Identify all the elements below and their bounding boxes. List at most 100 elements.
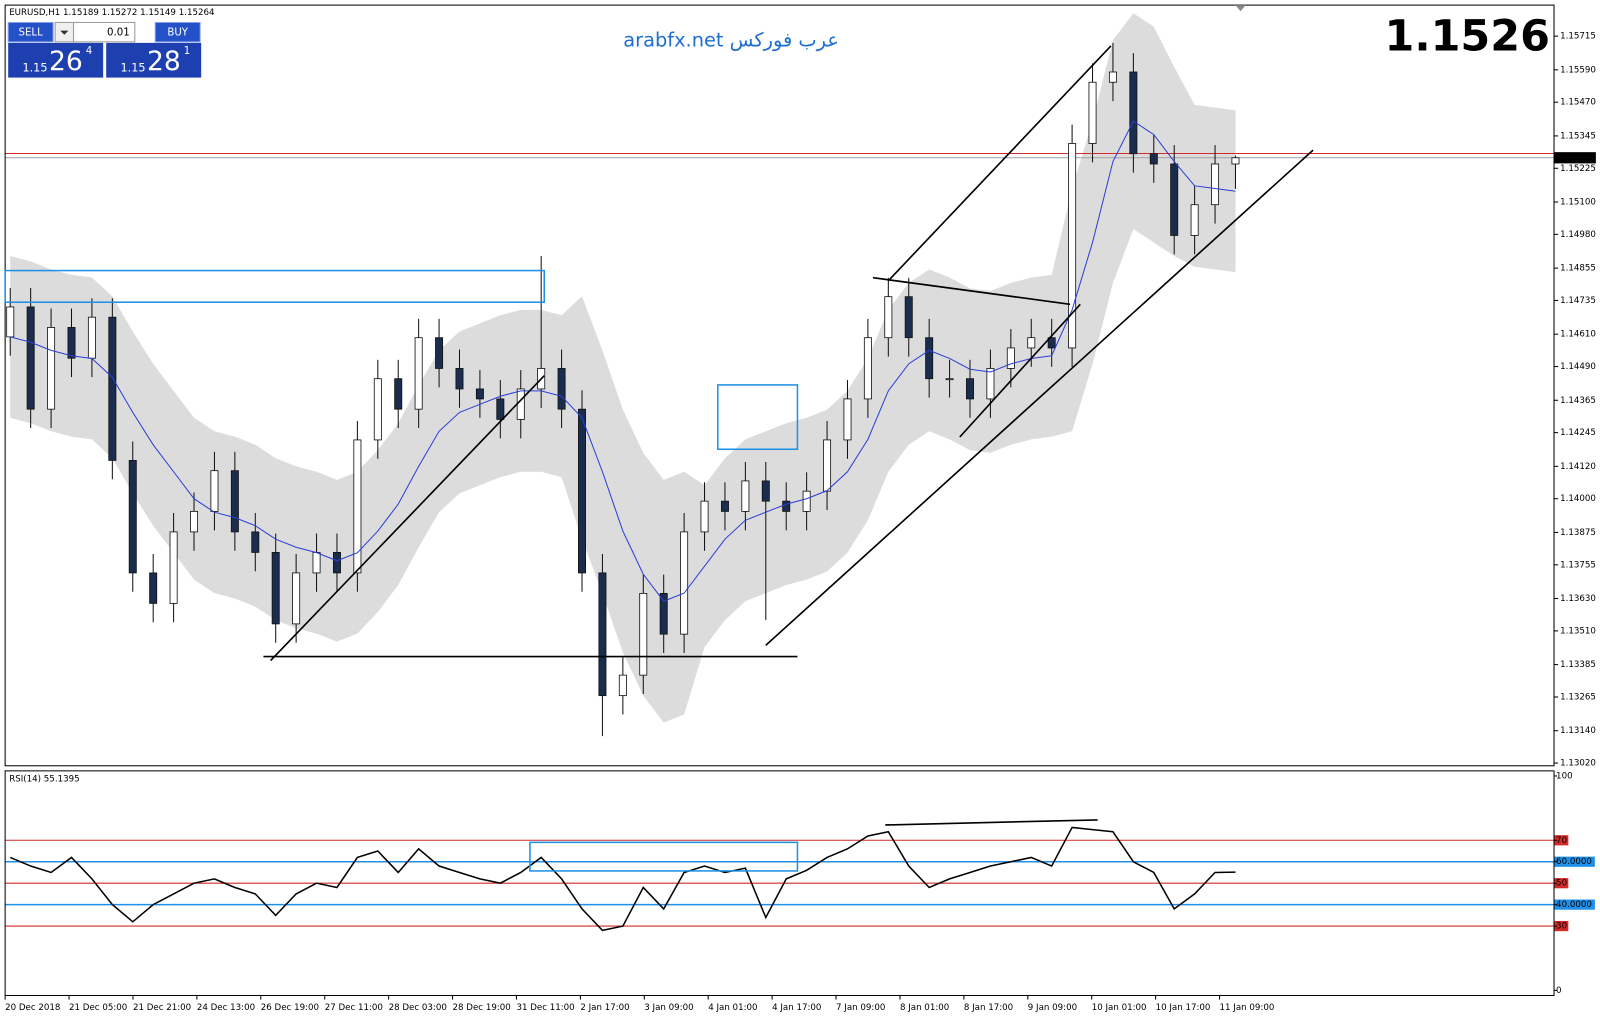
candle-body [251,531,260,553]
y-tick-label: 100 [1556,771,1573,781]
x-tick-label: 24 Dec 13:00 [197,1003,255,1013]
y-tick-label: 1.15100 [1560,198,1596,208]
level-label-box [1554,920,1569,932]
candle-body [353,439,362,574]
candle-body [128,460,137,574]
candle-body [312,551,321,574]
candle-body [578,408,586,574]
x-tick-label: 27 Dec 11:00 [325,1003,383,1013]
x-tick-label: 10 Jan 17:00 [1156,1003,1211,1013]
candle-body [618,674,627,697]
symbol-header: EURUSD,H1 1.15189 1.15272 1.15149 1.1526… [9,8,215,18]
candle-body [190,510,199,533]
sell-price-prefix: 1.15 [22,61,47,74]
buy-button[interactable] [154,21,201,43]
drawings-lines [263,45,1314,826]
y-tick-label: 1.14735 [1560,296,1596,306]
buy-price-prefix: 1.15 [121,61,146,74]
y-tick-label: 0 [1556,986,1562,996]
candle-body [1047,337,1056,349]
candle-body [414,337,423,410]
candle-body [1088,81,1097,144]
candle-body [455,368,464,390]
price-frame [4,4,1555,767]
lot-value: 0.01 [107,28,130,39]
candle-body [1190,204,1199,236]
candle-body [149,572,158,604]
rsi-zone-box [529,841,799,872]
candle-body [557,368,566,410]
y-tick-label: 1.13140 [1560,726,1596,736]
sell-label: SELL [19,28,44,39]
candle-body [169,531,178,604]
x-tick-label: 31 Dec 11:00 [516,1003,574,1013]
channel-line [887,45,1112,282]
trendline [959,303,1081,438]
lot-input[interactable] [73,21,136,43]
candle-body [904,296,913,339]
level-label-box [1554,856,1595,867]
candle-body [435,337,444,369]
buy-price-box[interactable] [106,42,202,78]
candle-body [945,378,954,381]
y-tick-label: 1.15590 [1560,65,1596,75]
y-tick-label: 1.15470 [1560,98,1596,108]
rsi-title: RSI(14) 55.1395 [9,775,79,785]
candle-body [271,551,280,625]
watermark: arabfx.net عرب فوركس [623,28,839,51]
x-tick-label: 28 Dec 19:00 [453,1003,511,1013]
shift-marker [1235,5,1246,12]
x-tick-label: 10 Jan 01:00 [1092,1003,1147,1013]
level-label-box [1554,899,1595,910]
candle-body [47,327,56,410]
y-tick-label: 1.13020 [1560,759,1596,769]
x-tick-label: 11 Jan 09:00 [1220,1003,1275,1013]
candle-body [496,398,505,420]
sell-button[interactable] [7,21,54,43]
candle-body [720,500,729,512]
rsi-trendline [885,819,1098,826]
candle-body [966,378,974,400]
x-tick-label: 9 Jan 09:00 [1028,1003,1077,1013]
x-tick-label: 7 Jan 09:00 [836,1003,885,1013]
candle-body [394,378,403,410]
rsi-plot [5,826,1555,932]
candle-body [741,480,750,512]
rsi-line [9,826,1236,932]
y-tick-label: 1.14610 [1560,330,1596,340]
candle-body [802,490,811,512]
candle-body [863,337,872,400]
candle-body [1170,163,1179,236]
zone-box [717,384,799,451]
candle-body [1129,71,1138,155]
y-tick-label: 1.14980 [1560,230,1596,240]
y-tick-label: 50 [1556,879,1567,889]
candle-body [1068,143,1077,349]
price-plot [5,13,1555,737]
candle-body [1149,153,1158,165]
axes: 1.157151.155901.154701.153451.152251.151… [4,32,1596,1013]
big-price: 1.1526 [1384,11,1549,61]
sell-price-pip: 4 [86,46,93,57]
x-tick-label: 8 Jan 17:00 [964,1003,1013,1013]
trade-panel: SELL 0.01 BUY 1.15 26 4 1.15 28 1 [7,21,202,78]
y-tick-label: 1.13385 [1560,660,1596,670]
candle-body [292,572,301,625]
y-tick-label: 1.14120 [1560,462,1596,472]
candle-body [332,551,341,574]
price-label-box [1554,152,1596,164]
trendline [872,276,1071,306]
y-tick-label: 1.14490 [1560,362,1596,372]
candle-body [680,531,689,635]
drawings-boxes [4,269,799,872]
sell-price-box[interactable] [8,42,104,78]
y-tick-label: 1.13875 [1560,528,1596,538]
x-tick-label: 21 Dec 21:00 [133,1003,191,1013]
candle-body [6,306,15,338]
y-tick-label: 30 [1556,922,1567,932]
price-label: 1.15264 [1557,153,1593,163]
candle-body [843,398,852,441]
x-tick-label: 2 Jan 17:00 [580,1003,629,1013]
